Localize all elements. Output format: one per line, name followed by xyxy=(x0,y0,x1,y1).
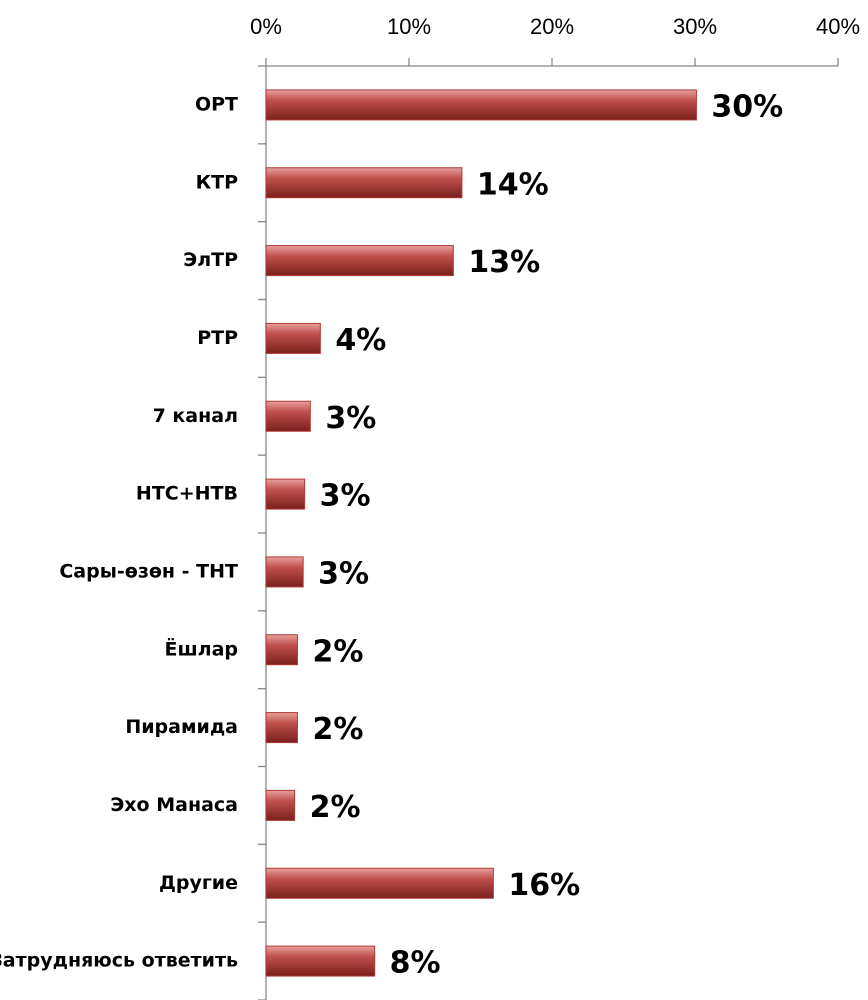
value-label: 3% xyxy=(325,401,376,436)
y-tick-label: Затрудняюсь ответить xyxy=(0,950,238,972)
bar xyxy=(265,245,454,277)
bar xyxy=(265,89,697,121)
bar xyxy=(265,322,321,354)
value-label: 3% xyxy=(318,556,369,591)
y-tick-label: Эхо Манаса xyxy=(110,794,238,816)
x-tick-label: 0% xyxy=(250,14,282,39)
value-label: 2% xyxy=(310,790,361,825)
y-tick-label: Другие xyxy=(159,872,238,894)
bar xyxy=(265,556,304,588)
x-tick-label: 20% xyxy=(530,14,574,39)
value-label: 2% xyxy=(312,712,363,747)
bar xyxy=(265,867,494,899)
bar xyxy=(265,478,306,510)
x-tick-label: 40% xyxy=(816,14,860,39)
y-tick-label: Сары-өзөн - ТНТ xyxy=(59,560,238,582)
y-tick-label: НТС+НТВ xyxy=(136,483,238,505)
bar xyxy=(265,945,376,977)
y-tick-label: 7 канал xyxy=(153,405,238,427)
bar xyxy=(265,634,298,666)
bar xyxy=(265,400,311,432)
x-tick-label: 30% xyxy=(673,14,717,39)
y-tick-label: КТР xyxy=(196,171,238,193)
y-tick-label: Пирамида xyxy=(125,716,238,738)
bar xyxy=(265,712,298,744)
y-tick-label: ОРТ xyxy=(195,93,238,115)
y-tick-label: РТР xyxy=(197,327,238,349)
value-label: 13% xyxy=(468,245,540,280)
y-tick-label: Ёшлар xyxy=(165,636,239,660)
value-label: 8% xyxy=(390,946,441,981)
bar xyxy=(265,789,296,821)
value-label: 30% xyxy=(711,89,783,124)
y-tick-label: ЭлТР xyxy=(183,249,238,271)
value-label: 16% xyxy=(508,868,580,903)
value-label: 2% xyxy=(312,634,363,669)
value-label: 4% xyxy=(335,323,386,358)
bar xyxy=(265,167,463,199)
value-label: 3% xyxy=(320,479,371,514)
x-tick-label: 10% xyxy=(387,14,431,39)
value-label: 14% xyxy=(477,167,549,202)
